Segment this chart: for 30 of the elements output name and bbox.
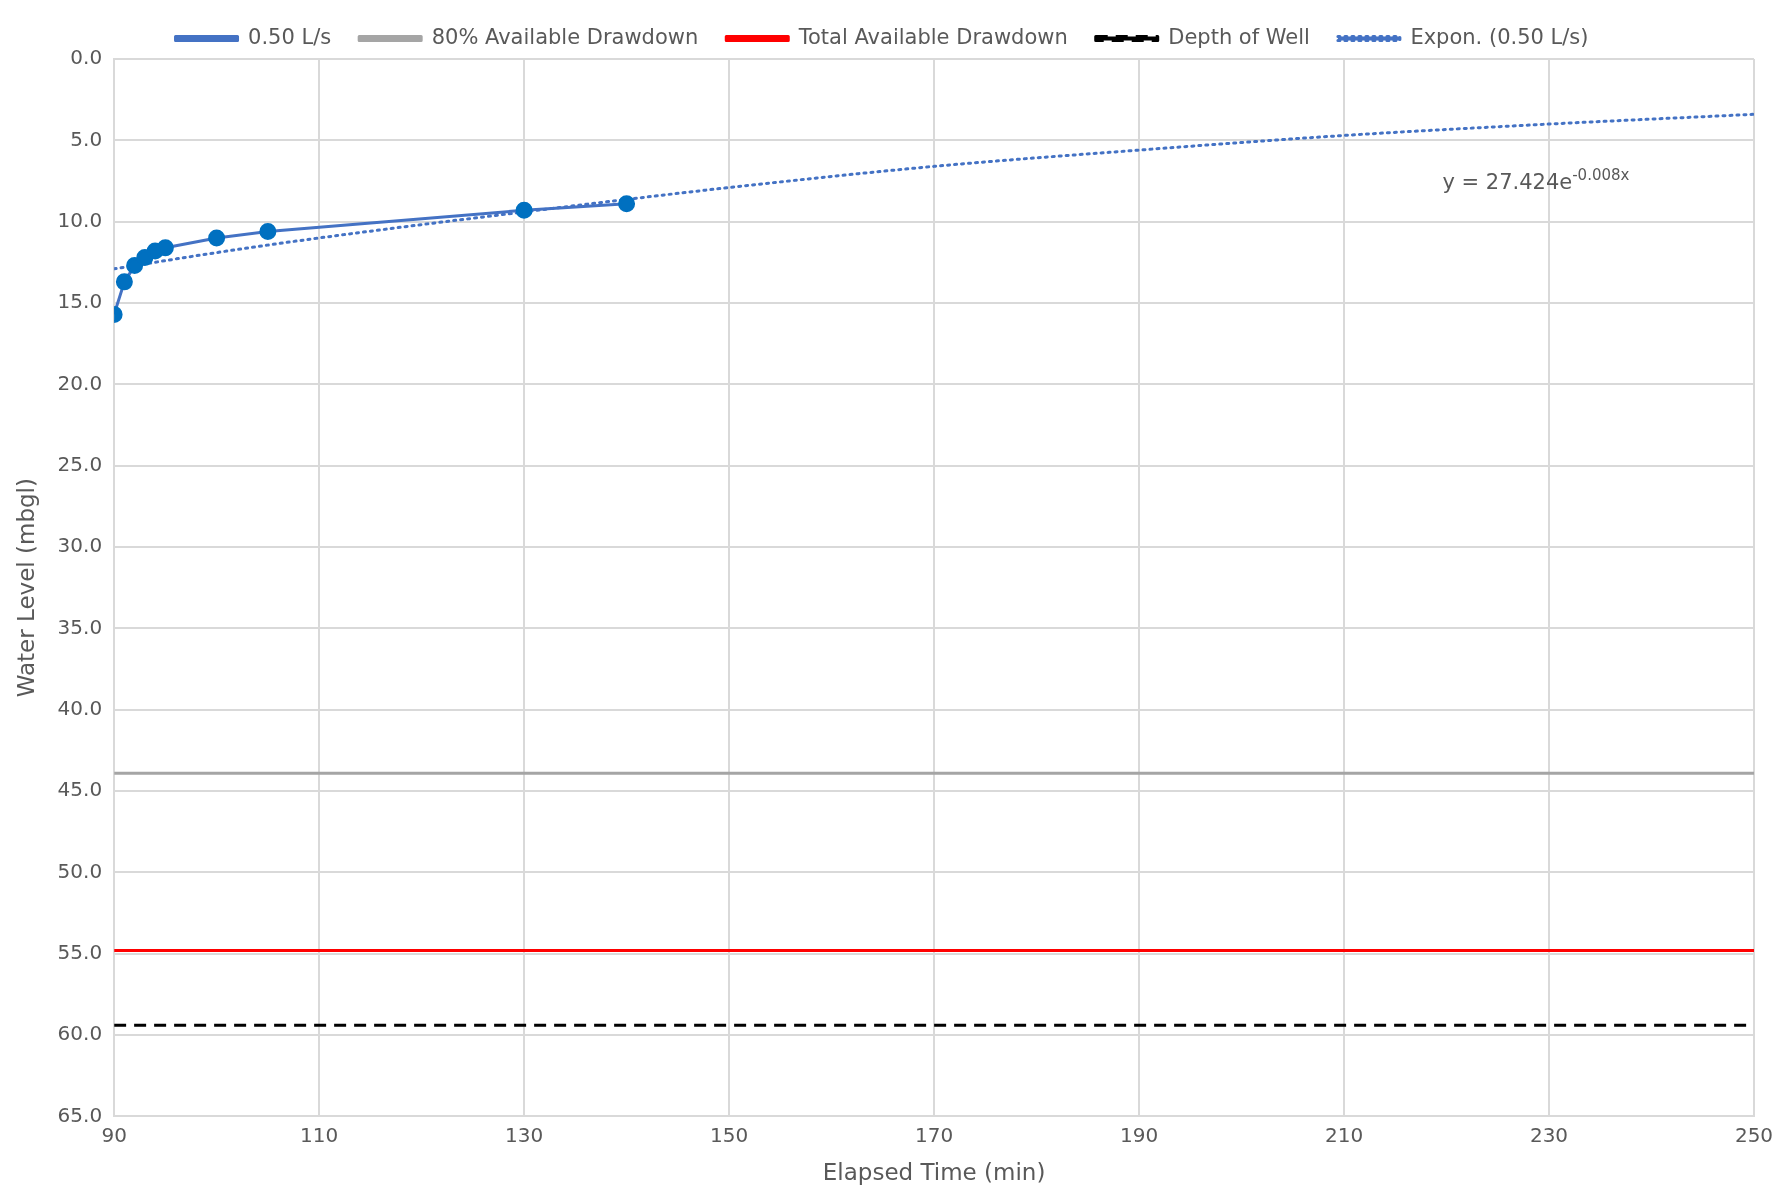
y-tick-label: 10.0: [57, 207, 103, 232]
y-tick-label: 50.0: [57, 858, 103, 883]
y-axis-title: Water Level (mbgl): [12, 478, 39, 698]
legend-label: 80% Available Drawdown: [431, 24, 699, 49]
legend-label: Expon. (0.50 L/s): [1410, 24, 1589, 49]
y-tick-label: 30.0: [57, 533, 103, 558]
legend-label: Depth of Well: [1168, 24, 1310, 49]
y-tick-label: 65.0: [57, 1102, 103, 1127]
legend-label: Total Available Drawdown: [797, 24, 1068, 49]
x-tick-label: 110: [300, 1122, 339, 1147]
x-tick-label: 150: [709, 1122, 749, 1147]
y-tick-label: 45.0: [57, 777, 103, 802]
y-tick-label: 20.0: [57, 370, 103, 395]
y-tick-label: 55.0: [57, 939, 103, 964]
y-tick-label: 25.0: [57, 451, 103, 476]
x-tick-label: 170: [914, 1122, 954, 1147]
y-tick-label: 0.0: [70, 45, 103, 70]
x-tick-label: 230: [1529, 1122, 1569, 1147]
y-tick-label: 15.0: [57, 289, 103, 314]
y-tick-label: 60.0: [57, 1021, 103, 1046]
x-tick-label: 250: [1734, 1122, 1774, 1147]
x-tick-label: 90: [101, 1122, 127, 1147]
y-tick-label: 5.0: [70, 126, 103, 151]
y-tick-label: 40.0: [57, 695, 103, 720]
x-axis-title: Elapsed Time (min): [822, 1159, 1046, 1186]
y-tick-label: 35.0: [57, 614, 103, 639]
legend-label: 0.50 L/s: [248, 24, 332, 49]
x-tick-label: 130: [505, 1122, 544, 1147]
x-tick-label: 210: [1324, 1122, 1364, 1147]
x-tick-label: 190: [1119, 1122, 1159, 1147]
